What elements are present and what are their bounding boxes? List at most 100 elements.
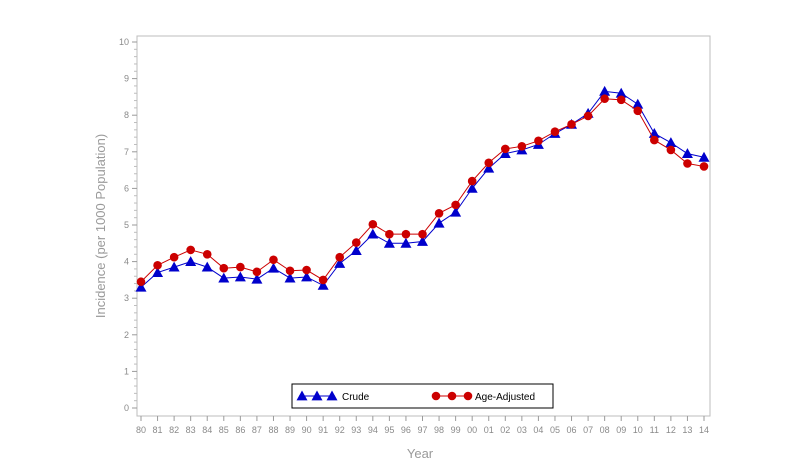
data-point-crude	[615, 87, 627, 98]
data-point-age-adjusted	[169, 252, 179, 262]
data-point-crude	[466, 182, 478, 193]
x-tick-label: 05	[550, 425, 560, 435]
series-crude	[135, 85, 710, 292]
y-tick-label: 0	[124, 403, 129, 413]
legend: Crude Age-Adjusted	[291, 383, 554, 409]
x-axis: 80 81 82 83 84 85 86 87 88 89 90 91 92 93 94 95 96 97 98 99…	[136, 416, 709, 435]
x-tick-label: 13	[682, 425, 692, 435]
x-tick-label: 01	[484, 425, 494, 435]
x-tick-label: 96	[401, 425, 411, 435]
data-point-age-adjusted	[550, 127, 560, 136]
x-tick-label: 86	[235, 425, 245, 435]
legend-box	[291, 383, 554, 409]
x-tick-label: 87	[252, 425, 262, 435]
x-tick-label: 85	[219, 425, 229, 435]
y-tick-label: 8	[124, 110, 129, 120]
y-tick-label: 5	[124, 220, 129, 230]
x-tick-label: 02	[500, 425, 510, 435]
data-point-age-adjusted	[650, 135, 659, 145]
y-tick-label: 9	[124, 74, 129, 84]
data-point-age-adjusted	[666, 145, 676, 155]
legend-marker-age-adjusted	[431, 391, 441, 401]
data-point-age-adjusted	[683, 159, 692, 168]
y-tick-label: 6	[124, 183, 129, 193]
x-tick-label: 92	[335, 425, 345, 435]
plot-area-frame	[136, 35, 711, 417]
x-tick-label: 06	[567, 425, 577, 435]
data-point-age-adjusted	[351, 238, 361, 247]
legend-marker-crude	[296, 390, 308, 401]
data-point-age-adjusted	[335, 252, 345, 262]
data-point-age-adjusted	[434, 208, 444, 218]
x-tick-label: 98	[434, 425, 444, 435]
data-point-age-adjusted	[699, 162, 709, 171]
data-point-crude	[152, 267, 164, 277]
x-tick-label: 93	[351, 425, 361, 435]
x-tick-label: 94	[368, 425, 378, 435]
legend-marker-age-adjusted	[463, 391, 473, 401]
data-point-crude	[317, 279, 329, 290]
data-point-crude	[632, 98, 644, 109]
x-tick-label: 07	[583, 425, 593, 435]
data-point-age-adjusted	[616, 95, 626, 105]
x-tick-label: 09	[616, 425, 626, 435]
data-point-age-adjusted	[467, 176, 477, 186]
data-point-crude	[234, 271, 246, 282]
x-tick-label: 82	[169, 425, 179, 435]
x-tick-label: 88	[268, 425, 278, 435]
data-point-age-adjusted	[500, 144, 510, 154]
x-tick-label: 83	[186, 425, 196, 435]
data-point-age-adjusted	[285, 266, 295, 276]
data-point-crude	[698, 151, 710, 162]
data-point-crude	[135, 281, 147, 292]
legend-item-crude	[296, 390, 338, 401]
data-point-crude	[251, 273, 263, 284]
y-tick-label: 7	[124, 147, 129, 157]
data-point-crude	[400, 237, 412, 248]
data-point-age-adjusted	[567, 120, 576, 129]
data-point-age-adjusted	[583, 111, 593, 121]
data-point-crude	[681, 148, 693, 159]
y-axis: 0 1 2 3 4 5 6 7 8 9 10	[119, 37, 137, 413]
data-point-crude	[168, 261, 180, 272]
data-point-age-adjusted	[600, 94, 609, 104]
x-tick-label: 12	[666, 425, 676, 435]
data-point-crude	[185, 256, 197, 266]
data-point-crude	[201, 261, 213, 272]
y-tick-label: 1	[124, 366, 129, 376]
series-age-adjusted	[136, 94, 709, 287]
data-point-crude	[417, 235, 428, 246]
series-line-crude	[140, 90, 705, 288]
y-axis-title: Incidence (per 1000 Population)	[93, 134, 108, 318]
data-point-age-adjusted	[633, 106, 643, 116]
data-point-crude	[301, 271, 313, 282]
legend-marker-crude	[326, 390, 338, 401]
data-point-crude	[599, 85, 611, 96]
data-point-crude	[433, 217, 445, 228]
data-point-age-adjusted	[318, 275, 328, 285]
x-tick-label: 97	[417, 425, 427, 435]
x-tick-label: 04	[533, 425, 543, 435]
data-point-crude	[334, 257, 346, 268]
legend-marker-age-adjusted	[447, 391, 457, 401]
series-layer	[135, 85, 710, 292]
data-point-age-adjusted	[302, 265, 311, 275]
x-tick-label: 81	[153, 425, 163, 435]
data-point-crude	[483, 162, 495, 173]
data-point-age-adjusted	[202, 249, 212, 259]
data-point-age-adjusted	[534, 136, 543, 146]
data-point-age-adjusted	[269, 255, 278, 265]
x-tick-label: 00	[467, 425, 477, 435]
data-point-crude	[665, 137, 677, 148]
x-tick-label: 10	[633, 425, 643, 435]
y-tick-label: 2	[124, 330, 129, 340]
x-tick-label: 89	[285, 425, 295, 435]
data-point-age-adjusted	[186, 245, 195, 255]
data-point-age-adjusted	[517, 142, 527, 151]
data-point-age-adjusted	[236, 262, 245, 272]
data-point-age-adjusted	[418, 229, 427, 239]
data-point-crude	[350, 245, 362, 256]
data-point-age-adjusted	[252, 267, 262, 277]
y-tick-label: 10	[119, 37, 129, 47]
data-point-crude	[383, 237, 395, 248]
